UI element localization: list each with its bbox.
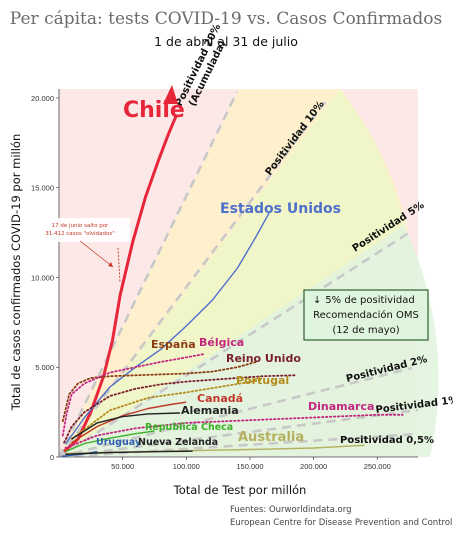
positivity-line-5 xyxy=(59,230,411,457)
x-tick-label: 150.000 xyxy=(236,462,263,471)
label-usa: Estados Unidos xyxy=(220,201,341,217)
positivity-label-05: Positividad 0,5% xyxy=(340,435,434,446)
series-line-portugal xyxy=(70,378,264,440)
positivity-line-2 xyxy=(59,366,413,457)
series-line-espa-a xyxy=(61,360,258,423)
chile-arrowhead xyxy=(163,85,178,104)
y-tick-label: 5.000 xyxy=(35,363,54,372)
series-line-alemania xyxy=(71,412,180,440)
positivity-line-20 xyxy=(59,91,239,457)
y-ticks: 0 5.000 10.000 15.000 20.000 xyxy=(31,94,59,462)
oms-box: ↓ 5% de positividad Recomendación OMS (1… xyxy=(303,289,429,341)
label-chile: Chile xyxy=(123,98,185,123)
country-labels: Chile Estados Unidos España Bélgica Rein… xyxy=(96,98,374,448)
label-portugal: Portugal xyxy=(236,374,289,387)
positivity-line-1 xyxy=(59,408,419,457)
oms-arrow-icon: ↓ xyxy=(313,295,321,306)
oms-line-2: Recomendación OMS xyxy=(313,309,419,321)
x-tick-label: 250.000 xyxy=(364,462,391,471)
series-line-estados-unidos xyxy=(64,212,270,445)
series-line-chile xyxy=(63,115,178,453)
zone-5-10 xyxy=(59,89,404,457)
label-spain: España xyxy=(151,338,196,351)
series-line-republica-checa xyxy=(65,430,155,453)
background-zones xyxy=(59,89,439,457)
chart-subtitle: 1 de abril al 31 de julio xyxy=(154,34,298,49)
x-tick-label: 50.000 xyxy=(111,462,134,471)
series-line-canad- xyxy=(71,401,187,444)
x-tick-label: 100.000 xyxy=(173,462,200,471)
series-lines xyxy=(61,115,404,457)
label-denmark: Dinamarca xyxy=(308,400,374,413)
source-line-1: Fuentes: Ourworldindata.org xyxy=(230,505,352,515)
x-tick-label: 200.000 xyxy=(300,462,327,471)
chile-note-line-2: 31.412 casos "olvidados" xyxy=(45,231,115,237)
y-tick-label: 15.000 xyxy=(31,184,54,193)
series-line-reino-unido xyxy=(63,374,296,444)
oms-line-3: (12 de mayo) xyxy=(332,325,399,336)
positivity-lines xyxy=(59,91,419,457)
label-canada: Canadá xyxy=(197,392,243,405)
label-uruguay: Uruguay xyxy=(96,437,142,448)
series-line-dinamarca xyxy=(64,413,404,449)
label-belgium: Bélgica xyxy=(199,336,244,349)
oms-line-1: 5% de positividad xyxy=(325,295,414,306)
x-axis-label: Total de Test por millón xyxy=(173,483,307,497)
label-australia: Australia xyxy=(238,430,304,445)
zone-below-5 xyxy=(59,225,439,457)
source-line-2: European Centre for Disease Prevention a… xyxy=(230,518,452,528)
label-germany: Alemania xyxy=(181,404,239,417)
label-uk: Reino Unido xyxy=(226,352,301,365)
y-tick-label: 10.000 xyxy=(31,273,54,282)
axes xyxy=(58,89,418,458)
chile-note-line-1: 17 de junio salto por xyxy=(52,223,109,229)
x-ticks: 50.000 100.000 150.000 200.000 250.000 xyxy=(111,457,391,471)
chart-title: Per cápita: tests COVID-19 vs. Casos Con… xyxy=(10,9,442,29)
y-tick-label: 20.000 xyxy=(31,94,54,103)
y-tick-label: 0 xyxy=(50,453,54,462)
series-line-b-lgica xyxy=(61,352,207,437)
label-nz: Nueva Zelanda xyxy=(138,437,218,448)
chile-annotation: 17 de junio salto por 31.412 casos "olvi… xyxy=(28,218,130,283)
label-czech: Republica Checa xyxy=(145,422,233,433)
series-line-nueva-zelanda xyxy=(65,450,193,455)
y-axis-label: Total de casos confirmados COVID-19 por … xyxy=(9,134,23,412)
